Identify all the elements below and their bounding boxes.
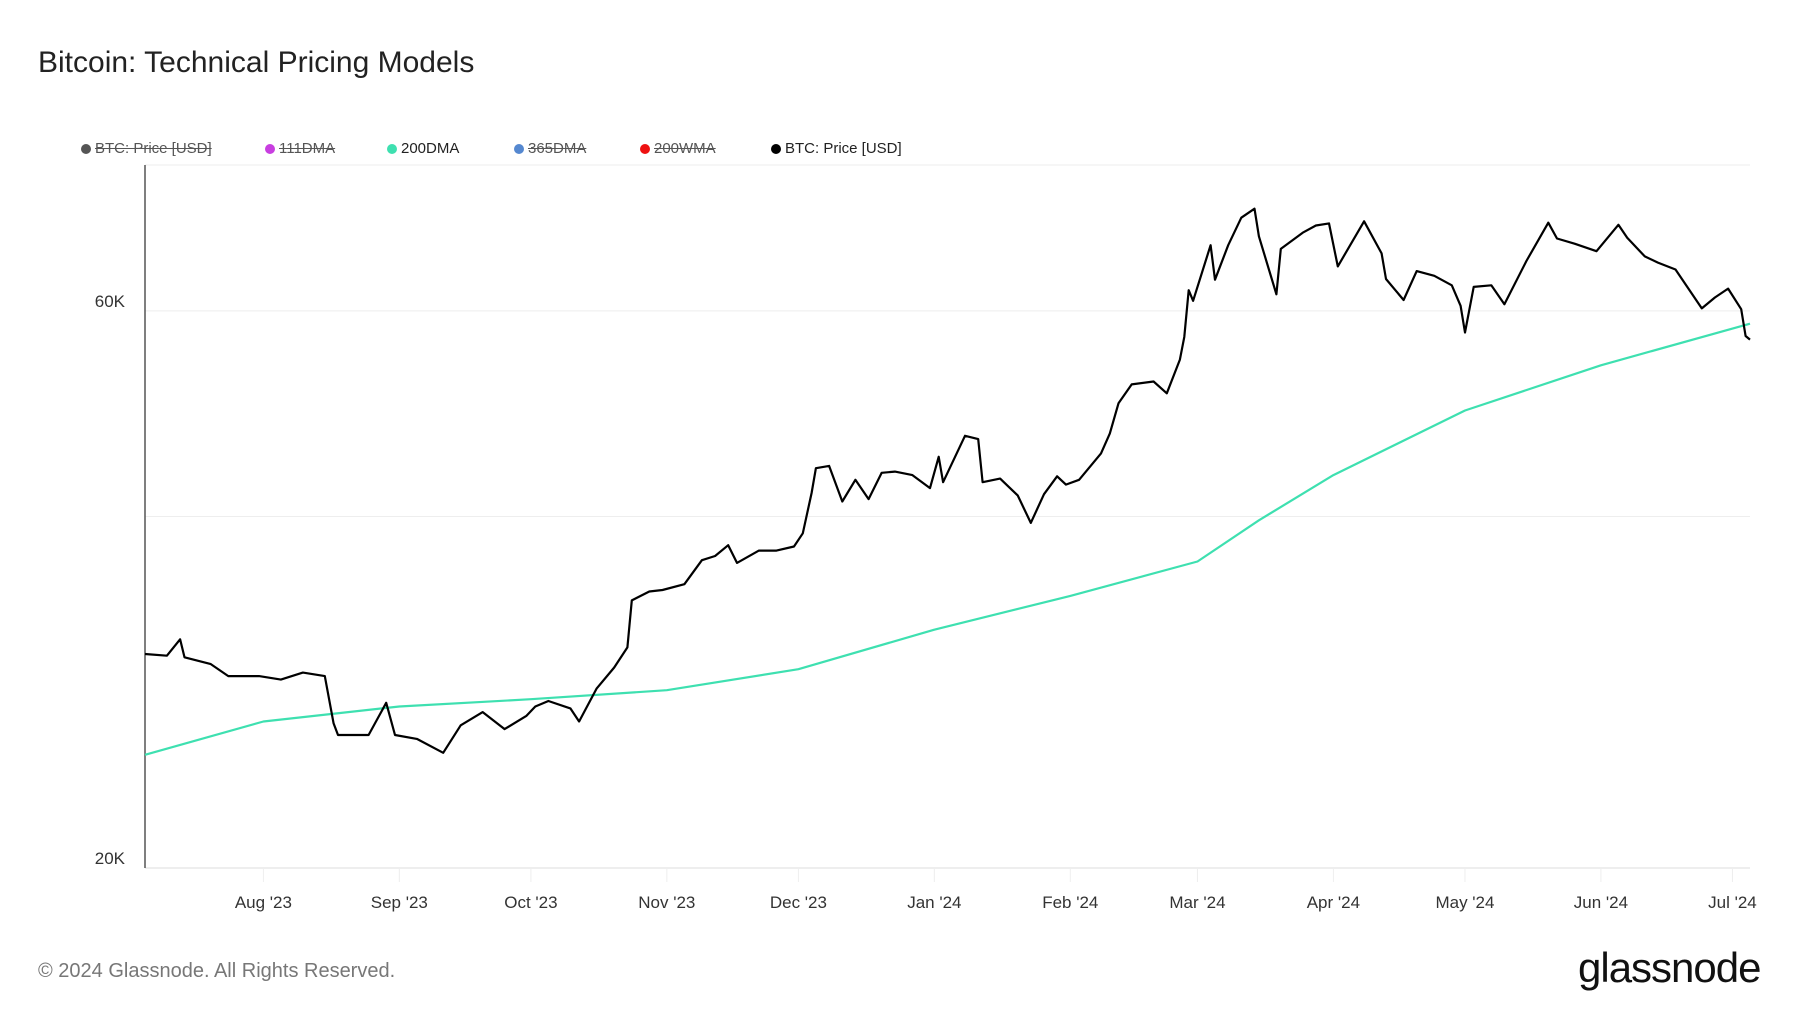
x-tick-label: Dec '23 — [770, 893, 827, 912]
x-tick-label: Sep '23 — [371, 893, 428, 912]
legend-dot-icon — [387, 143, 397, 154]
legend-label: 365DMA — [528, 140, 587, 157]
series-line-200dma — [144, 322, 1751, 756]
x-tick-label: Jul '24 — [1708, 893, 1757, 912]
legend-dot-icon — [640, 143, 650, 154]
legend-dot-icon — [265, 143, 275, 154]
y-tick-label: 60K — [95, 292, 126, 311]
legend-item[interactable]: 200DMA — [387, 140, 459, 157]
copyright-footer: © 2024 Glassnode. All Rights Reserved. — [38, 960, 396, 982]
legend-item[interactable]: 365DMA — [514, 140, 586, 157]
legend-label: 111DMA — [279, 140, 336, 157]
legend-dot-icon — [771, 143, 781, 154]
legend-dot-icon — [514, 143, 524, 154]
x-tick-label: Oct '23 — [504, 893, 557, 912]
legend-item[interactable]: 111DMA — [265, 140, 335, 157]
legend-label: 200WMA — [654, 140, 716, 157]
x-tick-label: Jan '24 — [907, 893, 961, 912]
series-line-btc-price-usd- — [144, 207, 1751, 754]
x-tick-label: Feb '24 — [1042, 893, 1098, 912]
y-tick-label: 20K — [95, 849, 126, 868]
chart-title: Bitcoin: Technical Pricing Models — [38, 46, 475, 79]
legend-item[interactable]: BTC: Price [USD] — [81, 140, 212, 157]
x-tick-label: Mar '24 — [1169, 893, 1225, 912]
x-tick-label: Jun '24 — [1574, 893, 1628, 912]
x-tick-label: May '24 — [1435, 893, 1494, 912]
legend-item[interactable]: BTC: Price [USD] — [771, 140, 902, 157]
legend-item[interactable]: 200WMA — [640, 140, 716, 157]
legend-label: BTC: Price [USD] — [95, 140, 212, 157]
legend-label: BTC: Price [USD] — [785, 140, 902, 157]
legend-dot-icon — [81, 143, 91, 154]
glassnode-logo: glassnode — [1578, 944, 1761, 991]
x-tick-label: Apr '24 — [1307, 893, 1360, 912]
legend-label: 200DMA — [401, 140, 460, 157]
x-tick-label: Nov '23 — [638, 893, 695, 912]
x-tick-label: Aug '23 — [235, 893, 292, 912]
